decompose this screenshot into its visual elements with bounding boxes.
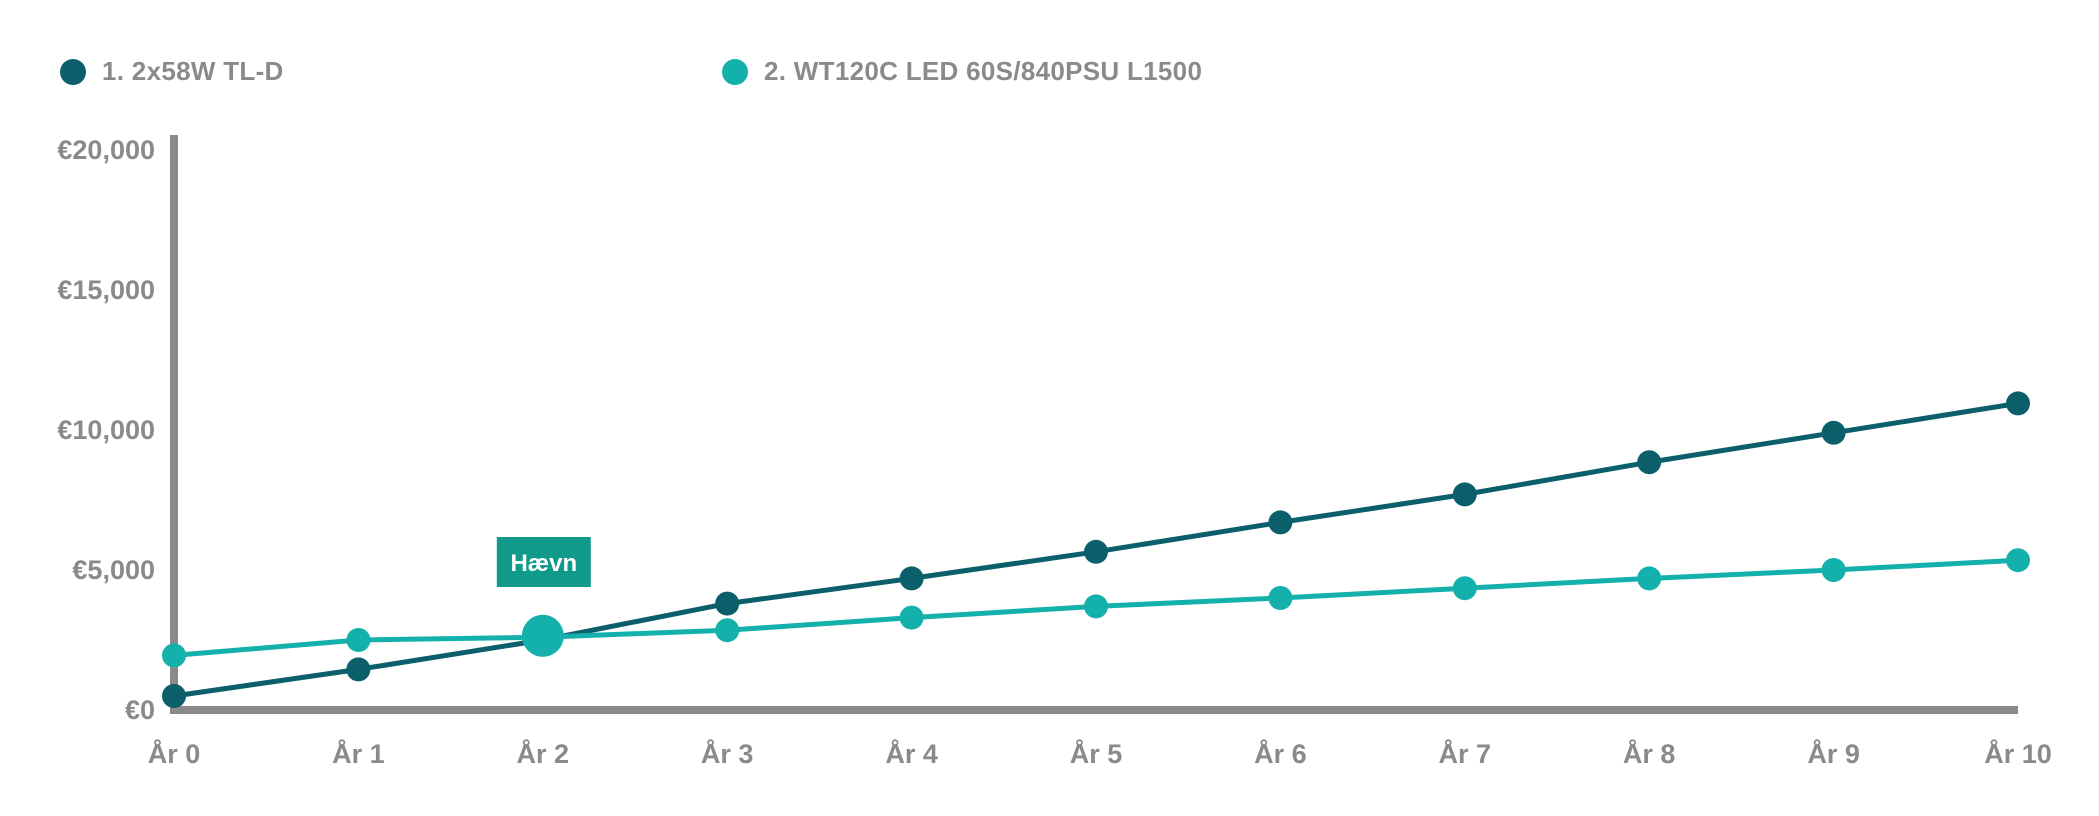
breakeven-annotation: Hævn	[496, 537, 591, 657]
legend-marker-series-1	[60, 58, 86, 85]
data-point-series-2	[1084, 594, 1108, 619]
data-point-series-1	[1268, 510, 1293, 535]
x-tick-label: År 3	[701, 738, 754, 769]
x-tick-label: År 4	[885, 738, 938, 769]
data-point-series-1	[1452, 482, 1477, 507]
x-tick-label: År 2	[517, 738, 570, 769]
data-point-series-1	[1084, 539, 1108, 564]
legend-item-series-2: 2. WT120C LED 60S/840PSU L1500	[722, 56, 1202, 87]
x-tick-label: År 1	[332, 738, 385, 769]
x-tick-label: År 0	[148, 738, 201, 769]
y-tick-label: €20,000	[57, 135, 155, 165]
data-point-series-2	[715, 618, 740, 643]
data-point-series-2	[1268, 586, 1293, 610]
y-tick-label: €10,000	[57, 415, 155, 445]
x-tick-label: År 9	[1807, 738, 1860, 769]
data-point-series-1	[715, 591, 740, 616]
data-point-series-1	[162, 684, 186, 708]
data-point-series-2	[1452, 576, 1477, 601]
y-tick-label: €5,000	[72, 555, 155, 585]
data-point-series-2	[1821, 558, 1846, 582]
legend-item-series-1: 1. 2x58W TL-D	[60, 56, 284, 87]
breakeven-marker	[521, 614, 564, 657]
y-tick-label: €0	[125, 695, 155, 725]
x-tick-label: År 6	[1254, 738, 1307, 769]
data-point-series-2	[346, 628, 371, 652]
breakeven-label-box	[496, 537, 591, 587]
breakeven-label: Hævn	[510, 550, 577, 577]
data-point-series-2	[162, 643, 186, 668]
data-point-series-1	[899, 566, 924, 591]
data-point-series-1	[1637, 450, 1662, 475]
y-tick-label: €15,000	[57, 275, 155, 305]
data-point-series-2	[2006, 548, 2030, 573]
legend-label-series-1: 1. 2x58W TL-D	[102, 56, 284, 86]
data-point-series-1	[1821, 420, 1846, 445]
legend-label-series-2: 2. WT120C LED 60S/840PSU L1500	[764, 56, 1203, 86]
data-point-series-1	[346, 657, 371, 682]
legend-marker-series-2	[722, 58, 748, 85]
series-points	[162, 391, 2030, 708]
data-point-series-2	[1637, 566, 1662, 591]
tick-labels: €0 €5,000 €10,000 €15,000 €20,000 År 0 År 1 År …	[57, 135, 2051, 769]
data-point-series-1	[2006, 391, 2030, 416]
data-point-series-2	[899, 605, 924, 630]
chart-axes	[170, 135, 2018, 714]
x-tick-label: År 8	[1623, 738, 1676, 769]
x-tick-label: År 7	[1439, 738, 1492, 769]
x-tick-label: År 5	[1070, 738, 1123, 769]
x-tick-label: År 10	[1984, 738, 2052, 769]
